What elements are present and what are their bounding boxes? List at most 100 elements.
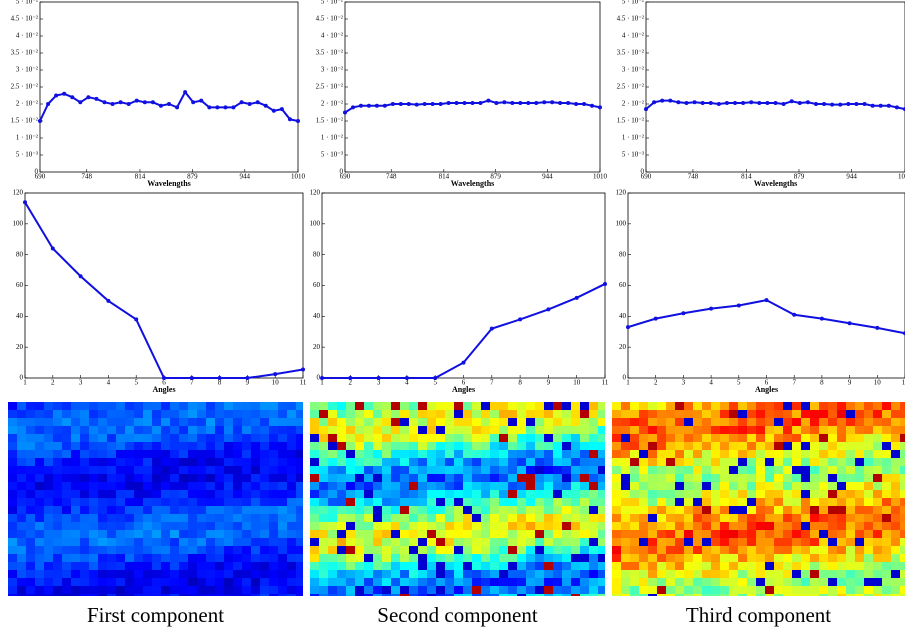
map-cell (526, 498, 535, 506)
map-cell (472, 442, 481, 450)
map-cell (562, 594, 571, 596)
data-point (350, 105, 355, 110)
y-tick-label: 120 (310, 189, 321, 197)
map-cell (657, 538, 666, 546)
data-point (207, 105, 212, 110)
map-cell (553, 522, 562, 530)
map-cell (517, 482, 526, 490)
map-cell (490, 458, 499, 466)
map-cell (179, 466, 188, 474)
map-cell (571, 586, 580, 594)
map-cell (846, 474, 855, 482)
map-cell (517, 506, 526, 514)
map-cell (648, 442, 657, 450)
map-cell (188, 594, 197, 596)
map-cell (508, 474, 517, 482)
map-cell (278, 594, 287, 596)
map-cell (508, 450, 517, 458)
map-cell (152, 490, 161, 498)
map-cell (152, 594, 161, 596)
map-cell (134, 490, 143, 498)
map-cell (328, 458, 337, 466)
map-cell (71, 522, 80, 530)
map-cell (179, 482, 188, 490)
map-cell (765, 530, 774, 538)
map-cell (364, 578, 373, 586)
map-cell (873, 522, 882, 530)
map-cell (684, 562, 693, 570)
map-cell (215, 498, 224, 506)
map-cell (535, 410, 544, 418)
map-cell (544, 562, 553, 570)
map-cell (418, 594, 427, 596)
map-cell (729, 530, 738, 538)
map-cell (837, 450, 846, 458)
map-cell (224, 506, 233, 514)
map-cell (287, 586, 296, 594)
map-cell (517, 498, 526, 506)
data-point (542, 100, 547, 105)
map-cell (855, 538, 864, 546)
map-cell (206, 570, 215, 578)
map-cell (562, 546, 571, 554)
map-cell (215, 562, 224, 570)
data-point (875, 325, 880, 330)
map-cell (855, 402, 864, 410)
map-cell (134, 498, 143, 506)
map-cell (35, 418, 44, 426)
map-cell (526, 538, 535, 546)
map-cell (364, 594, 373, 596)
map-cell (197, 490, 206, 498)
map-cell (526, 482, 535, 490)
map-cell (445, 554, 454, 562)
map-cell (526, 490, 535, 498)
map-cell (17, 578, 26, 586)
map-cell (666, 514, 675, 522)
map-cell (80, 426, 89, 434)
map-cell (553, 458, 562, 466)
map-cell (134, 458, 143, 466)
map-cell (765, 490, 774, 498)
map-cell (107, 554, 116, 562)
map-cell (436, 578, 445, 586)
map-cell (612, 458, 621, 466)
map-cell (328, 546, 337, 554)
map-cell (553, 402, 562, 410)
map-cell (355, 586, 364, 594)
map-cell (630, 458, 639, 466)
map-cell (319, 538, 328, 546)
map-cell (666, 474, 675, 482)
map-cell (630, 594, 639, 596)
y-tick-label: 80 (313, 250, 321, 258)
map-cell (612, 562, 621, 570)
map-cell (846, 586, 855, 594)
map-cell (26, 594, 35, 596)
map-cell (125, 402, 134, 410)
map-cell (44, 490, 53, 498)
map-cell (409, 474, 418, 482)
map-cell (855, 506, 864, 514)
map-cell (783, 490, 792, 498)
map-cell (310, 402, 319, 410)
map-cell (747, 538, 756, 546)
map-cell (810, 498, 819, 506)
map-cell (80, 490, 89, 498)
map-cell (242, 562, 251, 570)
map-cell (337, 466, 346, 474)
map-cell (535, 402, 544, 410)
map-cell (882, 578, 891, 586)
map-cell (373, 426, 382, 434)
map-cell (612, 426, 621, 434)
map-cell (134, 426, 143, 434)
map-cell (891, 442, 900, 450)
map-cell (373, 594, 382, 596)
map-cell (382, 474, 391, 482)
map-cell (373, 490, 382, 498)
data-point (830, 102, 835, 107)
data-point (255, 100, 260, 105)
map-cell (571, 418, 580, 426)
map-cell (544, 466, 553, 474)
map-cell (445, 410, 454, 418)
map-cell (427, 506, 436, 514)
map-cell (80, 570, 89, 578)
